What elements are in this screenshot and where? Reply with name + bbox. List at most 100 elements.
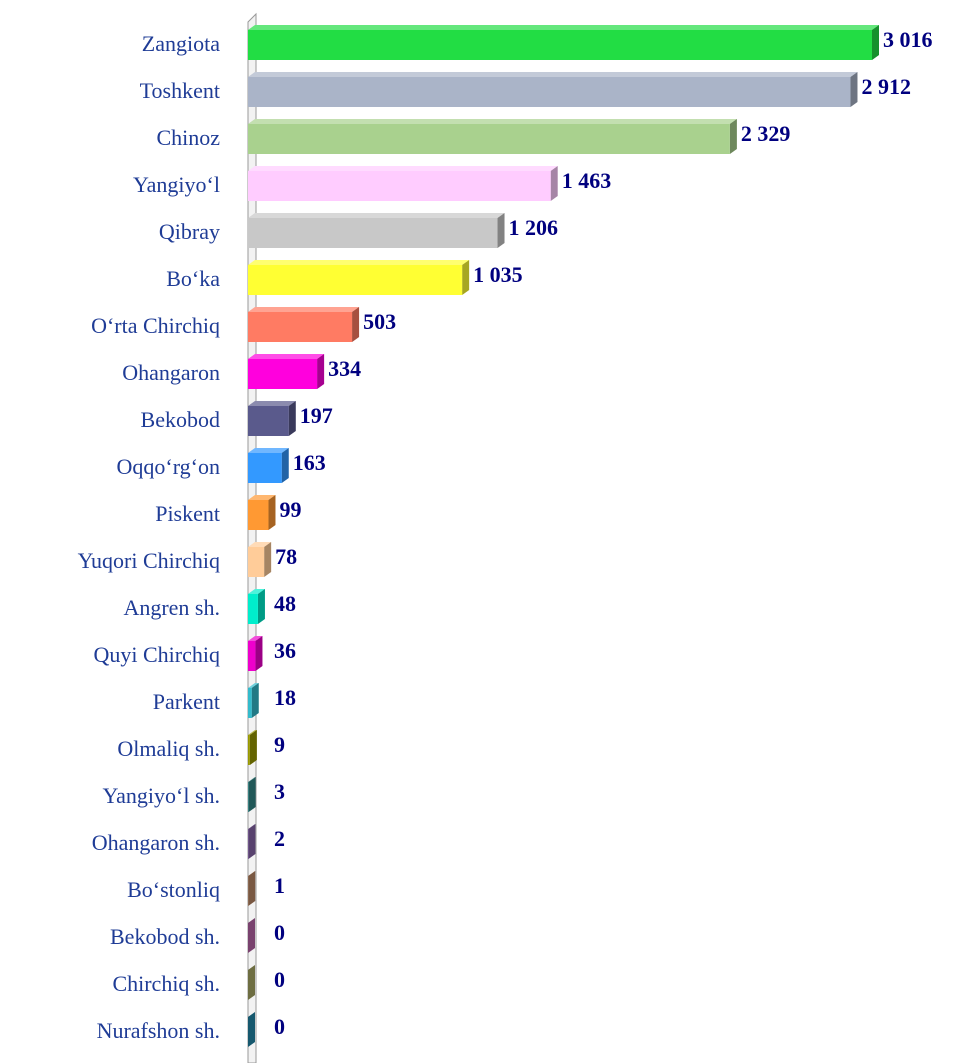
- bar-top: [248, 25, 879, 30]
- bar-top: [248, 589, 265, 594]
- bar-top: [248, 777, 256, 782]
- bar-top: [248, 495, 276, 500]
- value-label: 503: [363, 309, 396, 334]
- bar-side-shade: [255, 636, 263, 671]
- category-label: Toshkent: [140, 78, 220, 103]
- bar-top-shade: [248, 542, 272, 547]
- bar: [248, 782, 249, 812]
- bar-top: [248, 166, 558, 171]
- bar-top-shade: [248, 213, 505, 218]
- bar-side-shade: [352, 307, 360, 342]
- category-label: Nurafshon sh.: [97, 1018, 220, 1043]
- bar-top-shade: [248, 777, 256, 782]
- bar-top-shade: [248, 448, 289, 453]
- bar: [248, 359, 318, 389]
- bar-group: [248, 1012, 255, 1047]
- bar-group: [248, 213, 505, 248]
- bar: [248, 218, 498, 248]
- bar-side-shade: [850, 72, 858, 107]
- value-label: 48: [274, 591, 296, 616]
- bar-side: [462, 260, 470, 295]
- bar: [248, 594, 258, 624]
- bar-side-shade: [281, 448, 289, 483]
- bar: [248, 547, 265, 577]
- bar-group: [248, 777, 256, 812]
- bar-group: [248, 824, 256, 859]
- value-label: 0: [274, 1014, 285, 1039]
- bar-group: [248, 448, 289, 483]
- bar-top-shade: [248, 119, 737, 124]
- bar: [248, 312, 353, 342]
- value-label: 0: [274, 967, 285, 992]
- bar-side: [248, 824, 256, 859]
- value-label: 0: [274, 920, 285, 945]
- bar-top-shade: [248, 636, 263, 641]
- bar-group: [248, 119, 737, 154]
- bar-top-shade: [248, 166, 558, 171]
- bar-side-shade: [257, 589, 265, 624]
- bar-side: [249, 730, 257, 765]
- bar-top: [248, 448, 289, 453]
- bar-group: [248, 871, 256, 906]
- bar-top-shade: [248, 871, 256, 876]
- bar-top: [248, 401, 296, 406]
- bar-top-shade: [248, 260, 470, 265]
- value-label: 1 206: [509, 215, 558, 240]
- bar-side-shade: [248, 918, 255, 953]
- value-label: 3 016: [883, 27, 933, 52]
- bar-side-shade: [264, 542, 272, 577]
- value-label: 9: [274, 732, 285, 757]
- bar-group: [248, 589, 265, 624]
- category-label: Oqqo‘rg‘on: [117, 454, 220, 479]
- bar-top: [248, 213, 505, 218]
- bar-group: [248, 401, 296, 436]
- bar-group: [248, 542, 272, 577]
- bar-side: [248, 1012, 255, 1047]
- category-label: Bo‘ka: [166, 266, 220, 291]
- bar-top-shade: [248, 495, 276, 500]
- bar-group: [248, 683, 259, 718]
- bar-side: [248, 918, 255, 953]
- bar-side: [251, 683, 259, 718]
- category-label: Piskent: [155, 501, 220, 526]
- category-label: Ohangaron sh.: [92, 830, 220, 855]
- category-label: Bekobod: [141, 407, 220, 432]
- bar-top: [248, 636, 263, 641]
- bar-top: [248, 683, 259, 688]
- bar-side-shade: [288, 401, 296, 436]
- bar-side: [264, 542, 272, 577]
- bar-side-shade: [872, 25, 879, 60]
- bar: [248, 30, 872, 60]
- value-label: 1 035: [473, 262, 523, 287]
- bar-top: [248, 260, 470, 265]
- value-label: 2: [274, 826, 285, 851]
- bar: [248, 641, 256, 671]
- value-label: 36: [274, 638, 296, 663]
- bar-side: [352, 307, 360, 342]
- value-label: 197: [300, 403, 333, 428]
- category-label: Ohangaron: [122, 360, 220, 385]
- value-label: 78: [275, 544, 297, 569]
- bar: [248, 171, 551, 201]
- value-label: 334: [328, 356, 361, 381]
- bar-side: [268, 495, 276, 530]
- bar-top: [248, 542, 272, 547]
- category-label: Chinoz: [156, 125, 220, 150]
- bar-side-shade: [248, 871, 256, 906]
- bar-side: [317, 354, 325, 389]
- bar-side: [872, 25, 879, 60]
- bar-top: [248, 307, 360, 312]
- bar-top: [248, 871, 256, 876]
- value-label: 2 329: [741, 121, 791, 146]
- value-label: 2 912: [861, 74, 911, 99]
- bar-group: [248, 965, 255, 1000]
- bar-side-shade: [248, 824, 256, 859]
- bar-side: [288, 401, 296, 436]
- bar-side-shade: [248, 777, 256, 812]
- category-label: O‘rta Chirchiq: [91, 313, 220, 338]
- bar-side-shade: [248, 1012, 255, 1047]
- bar-side-shade: [550, 166, 558, 201]
- bar-group: [248, 166, 558, 201]
- value-label: 3: [274, 779, 285, 804]
